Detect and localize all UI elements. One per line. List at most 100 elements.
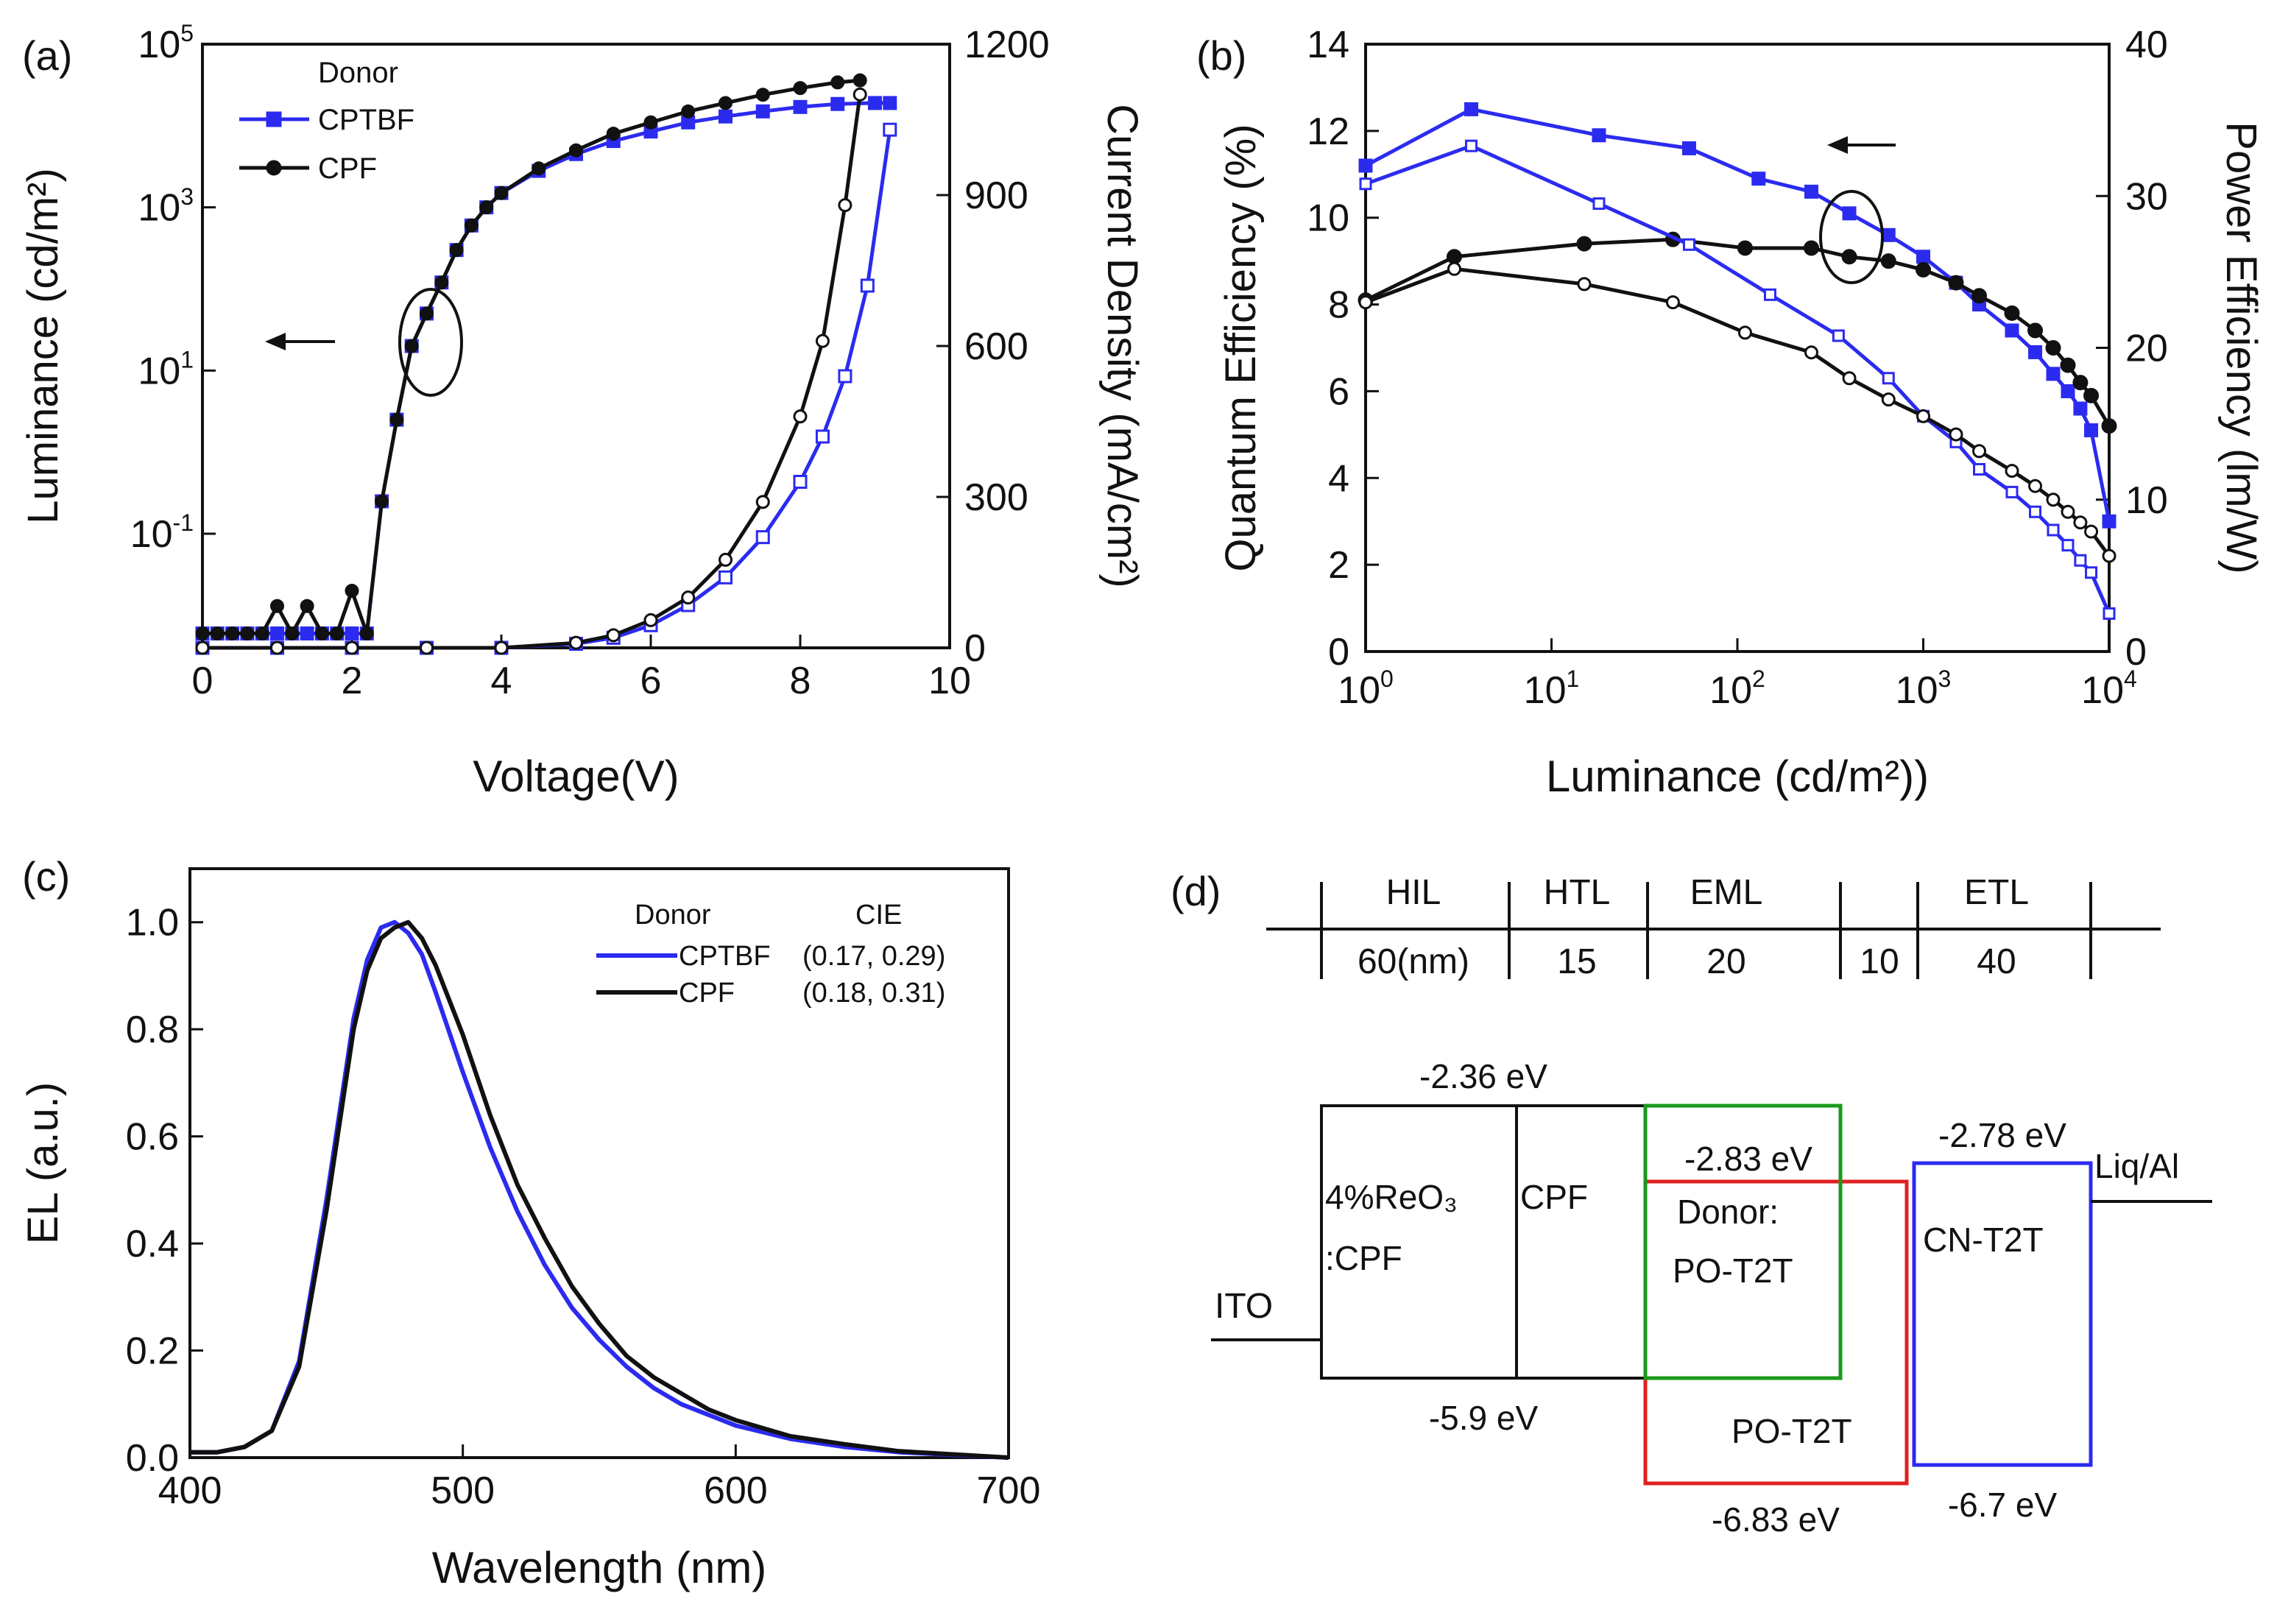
data-point-a <box>719 570 732 585</box>
data-point-b <box>2073 401 2088 416</box>
thickness-label: 15 <box>1557 942 1596 981</box>
data-point-a <box>719 109 732 124</box>
legend-label-cptbf-c: CPTBF <box>679 941 771 972</box>
data-point-b <box>1751 172 1766 186</box>
data-point-a <box>270 626 284 640</box>
data-point-a <box>852 87 867 102</box>
data-point-b <box>1948 275 1964 291</box>
layer-label: ETL <box>1964 873 2029 912</box>
y-axis-title-b: Quantum Efficiency (%) <box>1217 124 1265 571</box>
data-point-a <box>345 626 359 640</box>
x-axis-title-c: Wavelength (nm) <box>432 1543 767 1592</box>
data-point-a <box>830 75 845 90</box>
data-point-a <box>300 599 314 613</box>
data-point-a <box>606 628 621 643</box>
legend-cie-cpf-c: (0.18, 0.31) <box>802 978 945 1009</box>
panel-a: 0 2 4 6 8 10 10-1 101 103 105 0 300 600 900 1200 (a) Vol… <box>19 20 1146 801</box>
data-point-a <box>569 143 583 158</box>
data-point-b <box>2072 375 2089 391</box>
energy-level-label: -2.83 eV <box>1684 1140 1812 1178</box>
x-axis-title-a: Voltage(V) <box>473 752 679 801</box>
data-point-a <box>719 96 732 110</box>
x-tick-label-a: 10 <box>928 660 971 702</box>
data-point-b <box>2027 322 2044 339</box>
energy-level-label: -2.36 eV <box>1419 1057 1547 1095</box>
y-tick-label-a: 101 <box>138 347 194 393</box>
data-point-b <box>1665 295 1680 310</box>
x-tick-label-c: 700 <box>977 1469 1041 1512</box>
data-point-b <box>2005 485 2019 498</box>
legend-cie-cptbf-c: (0.17, 0.29) <box>802 941 945 972</box>
energy-level-label: -5.9 eV <box>1429 1399 1539 1437</box>
htl-material-label: CPF <box>1520 1178 1588 1216</box>
data-point-b <box>2029 505 2042 518</box>
series-line-b <box>1365 144 2111 615</box>
thickness-label: 60(nm) <box>1358 942 1469 981</box>
data-point-a <box>285 626 300 640</box>
annotation-arrowhead-a <box>265 333 286 350</box>
data-point-a <box>375 494 389 509</box>
data-point-a <box>345 584 359 599</box>
plot-frame-b <box>1364 43 2111 653</box>
y-axis-title-a: Luminance (cd/m²) <box>19 168 67 523</box>
data-point-a <box>464 218 479 233</box>
anode-label: ITO <box>1215 1287 1273 1326</box>
data-point-a <box>643 612 658 627</box>
energy-level-label: -6.83 eV <box>1712 1500 1840 1539</box>
y2-axis-title-a: Current Density (mA/cm²) <box>1098 104 1146 587</box>
data-point-b <box>1737 325 1752 340</box>
y2-tick-label-b: 10 <box>2125 479 2168 522</box>
y-tick-label-b: 0 <box>1328 631 1349 674</box>
data-point-b <box>2061 539 2075 552</box>
data-point-a <box>569 635 583 650</box>
data-point-b <box>2028 479 2043 493</box>
data-point-b <box>1359 177 1372 191</box>
legend-label-cpf-c: CPF <box>679 978 735 1009</box>
y-tick-label-c: 0.2 <box>126 1330 179 1373</box>
legend-marker-cpf-a <box>266 160 282 176</box>
data-point-a <box>225 626 240 640</box>
data-point-b <box>1447 261 1461 276</box>
x-tick-label-b: 101 <box>1524 666 1580 712</box>
data-point-a <box>681 590 696 605</box>
data-point-a <box>755 530 770 545</box>
y-tick-label-b: 4 <box>1328 457 1349 500</box>
data-point-a <box>210 626 225 640</box>
data-point-b <box>2046 367 2061 381</box>
y-tick-label-a: 105 <box>138 20 194 66</box>
data-point-a <box>420 640 434 655</box>
data-point-a <box>195 640 210 655</box>
data-point-a <box>719 552 732 567</box>
data-point-b <box>2045 340 2061 356</box>
y-tick-label-b: 10 <box>1307 197 1349 240</box>
data-point-a <box>389 412 404 427</box>
x-tick-label-a: 0 <box>192 660 213 702</box>
data-point-b <box>1576 236 1592 252</box>
data-point-b <box>2073 515 2088 530</box>
data-point-b <box>2084 524 2099 539</box>
data-point-b <box>1880 253 1896 269</box>
x-tick-label-c: 600 <box>704 1469 768 1512</box>
plot-frame-c <box>188 867 1010 1459</box>
data-point-b <box>2061 504 2075 519</box>
data-point-b <box>1464 102 1478 116</box>
y2-tick-label-a: 900 <box>964 174 1028 217</box>
annotation-ellipse-b <box>1819 190 1884 284</box>
data-point-a <box>755 495 770 509</box>
x-tick-label-b: 100 <box>1338 666 1394 712</box>
data-point-a <box>345 640 359 655</box>
y2-tick-label-b: 40 <box>2125 24 2168 66</box>
data-point-b <box>2060 357 2076 373</box>
data-point-a <box>793 409 808 424</box>
data-point-b <box>1916 250 1930 264</box>
data-point-b <box>2047 523 2060 537</box>
data-point-b <box>1577 277 1592 292</box>
series-line-b <box>1364 107 2111 522</box>
x-tick-label-b: 104 <box>2081 666 2137 712</box>
data-point-a <box>755 104 770 119</box>
panel-d: (d) HIL HTL EML ETL 60(nm) 15 20 10 40 ITO 4%ReO₃:C… <box>1171 868 2212 1539</box>
data-point-a <box>240 626 255 640</box>
layer-label: HIL <box>1386 873 1441 912</box>
hil-material-label: 4%ReO₃ <box>1325 1178 1458 1216</box>
y-tick-label-c: 0.4 <box>126 1223 179 1265</box>
